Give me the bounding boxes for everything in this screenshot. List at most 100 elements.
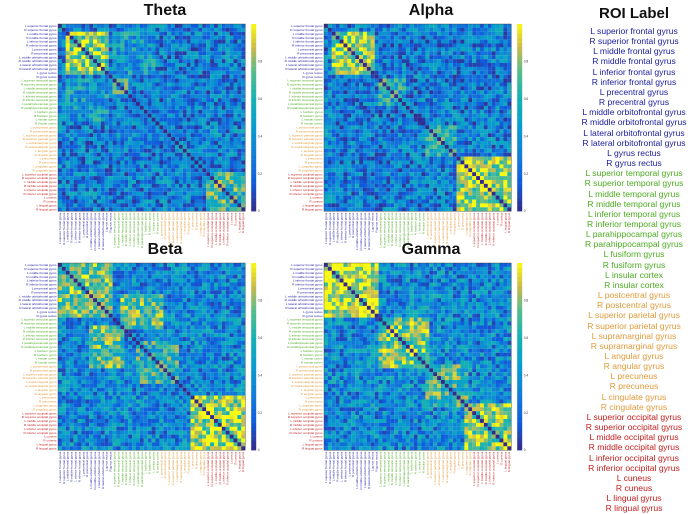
heatmap-cell [487,78,492,83]
heatmap-cell [347,24,352,28]
heatmap-cell [233,70,238,75]
heatmap-cell [355,144,360,149]
heatmap-cell [97,113,101,118]
heatmap-cell [405,27,410,32]
heatmap-cell [359,195,364,200]
heatmap-cell [93,24,98,28]
row-label: L inferior temporal gyrus [23,94,57,98]
heatmap-cell [382,113,387,118]
heatmap-cell [491,102,496,106]
heatmap-cell [229,94,234,99]
heatmap-cell [120,102,125,106]
heatmap-cell [437,156,442,161]
colorbar [517,24,523,212]
heatmap-cell [452,24,457,28]
heatmap-cell [241,191,246,196]
heatmap-cell [382,59,387,64]
heatmap-cell [425,109,430,114]
panel-title-alpha: Alpha [408,2,454,19]
heatmap-cell [468,82,473,87]
heatmap-cell [198,125,203,130]
heatmap-cell [73,121,78,126]
heatmap-cell [73,86,78,91]
heatmap-cell [405,164,410,169]
heatmap-cell [58,70,62,75]
heatmap-cell [460,51,465,56]
heatmap-cell [429,24,434,28]
heatmap-cell [155,203,160,208]
heatmap-cell [190,43,195,48]
heatmap-cell [112,160,117,165]
heatmap-cell [206,51,211,56]
heatmap-cell [417,168,422,173]
heatmap-cell [143,24,148,28]
heatmap-cell [335,137,340,142]
heatmap-cell [132,191,137,196]
heatmap-cell [229,117,234,122]
heatmap-cell [335,133,340,138]
heatmap-cell [93,164,98,169]
heatmap-cell [77,129,82,134]
heatmap-cell [366,176,371,181]
row-label: R middle temporal gyrus [289,90,323,94]
heatmap-cell [69,183,74,188]
heatmap-cell [116,117,121,122]
heatmap-cell [116,203,121,208]
heatmap-cell [374,180,379,184]
heatmap-cell [351,31,356,36]
heatmap-cell [429,74,434,79]
heatmap-cell [425,74,430,79]
heatmap-cell [343,172,348,177]
heatmap-cell [225,113,230,118]
heatmap-cell [206,78,211,83]
heatmap-cell [159,137,164,142]
heatmap-cell [366,125,371,130]
heatmap-cell [128,31,133,36]
heatmap-cell [206,195,211,200]
heatmap-cell [460,39,465,44]
heatmap-cell [499,148,504,153]
heatmap-cell [421,109,426,114]
heatmap-cell [409,187,414,192]
heatmap-cell [507,160,512,165]
heatmap-cell [503,203,508,208]
heatmap-cell [120,117,125,122]
heatmap-cell [198,148,203,153]
heatmap-cell [437,78,442,83]
heatmap-cell [108,94,113,99]
heatmap-cell [464,199,469,204]
heatmap-cell [327,117,332,122]
heatmap-cell [198,183,203,188]
heatmap-cell [81,191,86,196]
col-label: R middle temporal gyrus [124,212,128,246]
heatmap-cell [331,141,336,145]
heatmap-cell [210,63,215,67]
heatmap-cell [225,117,230,122]
heatmap-cell [77,113,82,118]
heatmap-cell [206,31,211,36]
heatmap-cell [374,31,379,36]
heatmap-cell [331,47,336,52]
heatmap-cell [190,105,195,110]
heatmap-cell [487,160,492,165]
heatmap-cell [499,160,504,165]
heatmap-cell [198,24,203,28]
heatmap-cell [429,191,434,196]
heatmap-cell [327,39,332,44]
heatmap-cell [186,35,191,40]
heatmap-cell [398,78,403,83]
heatmap-cell [460,43,465,48]
heatmap-cell [120,43,125,48]
row-label: R fusiform gyrus [34,114,57,118]
heatmap-cell [487,199,492,204]
heatmap-cell [85,160,90,165]
heatmap-cell [335,180,340,184]
heatmap-cell [93,203,98,208]
heatmap-cell [417,63,422,67]
heatmap-cell [112,117,117,122]
heatmap-cell [402,187,406,192]
heatmap-cell [472,35,477,40]
heatmap-cell [413,27,418,32]
heatmap-cell [175,121,179,126]
heatmap-cell [402,70,406,75]
